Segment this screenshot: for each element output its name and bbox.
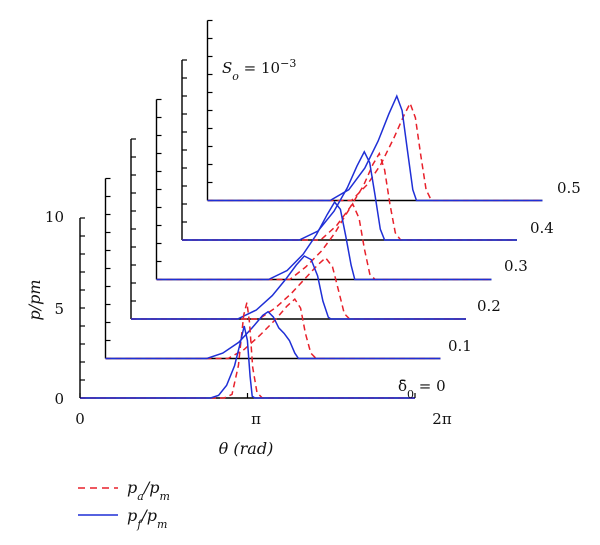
layer-2 xyxy=(130,138,466,320)
y-tick-label-5: 5 xyxy=(54,300,64,318)
layer-2-pf-line xyxy=(131,255,466,320)
layer-3-pa-line xyxy=(156,202,492,281)
x-tick-label-pi: π xyxy=(251,410,261,428)
series-label-0.3: 0.3 xyxy=(504,257,528,275)
layer-1-pa-line xyxy=(105,297,441,360)
layer-1-pf-line xyxy=(105,310,441,360)
layer-5-pa-line xyxy=(207,101,543,202)
layer-2-pa-line xyxy=(131,256,466,320)
series-label-0.1: 0.1 xyxy=(448,337,472,355)
series-label-0: δ̄0 = 0 xyxy=(398,377,446,401)
layer-1 xyxy=(104,177,441,360)
layer-0 xyxy=(79,217,415,399)
x-tick-label-0: 0 xyxy=(75,410,85,428)
series-label-0.4: 0.4 xyxy=(530,219,554,237)
layer-0-pa-line xyxy=(80,302,415,399)
layer-3-pf-line xyxy=(156,200,492,281)
layer-0-pf-line xyxy=(80,325,415,399)
layer-4-pf-line xyxy=(182,150,517,241)
y-tick-label-0: 0 xyxy=(54,390,64,408)
chart-layers xyxy=(79,19,543,399)
layer-4-pa-line xyxy=(182,151,517,241)
series-label-0.5: 0.5 xyxy=(557,179,581,197)
layer-3 xyxy=(155,98,492,281)
layer-4 xyxy=(181,59,517,241)
so-annotation: So = 10−3 xyxy=(222,57,296,83)
legend-pa-label: pa/pm xyxy=(127,478,170,503)
x-tick-label-2pi: 2π xyxy=(432,410,452,428)
layer-5 xyxy=(206,19,543,202)
y-axis-title: p/pm xyxy=(25,279,44,320)
legend-pf-label: pf/pm xyxy=(127,506,167,531)
layer-5-pf-line xyxy=(207,94,543,202)
chart-axes xyxy=(79,393,416,398)
y-tick-label-10: 10 xyxy=(45,208,64,226)
series-label-0.2: 0.2 xyxy=(477,297,501,315)
x-axis-title: θ (rad) xyxy=(219,439,274,458)
